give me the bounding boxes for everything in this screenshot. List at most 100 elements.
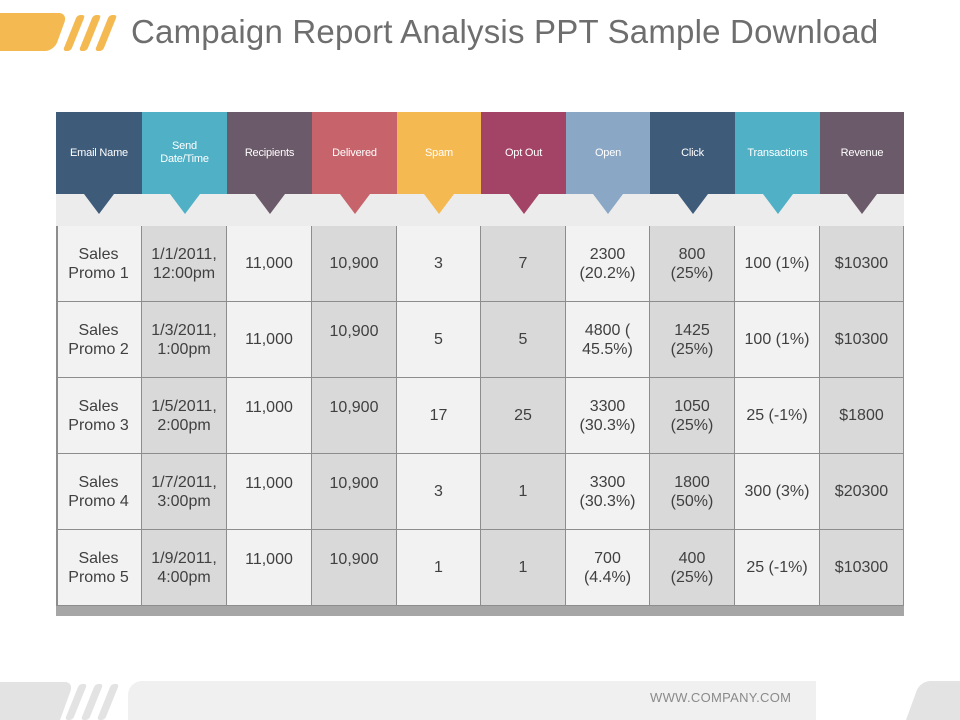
cell-value: 25 (-1%) <box>746 407 808 424</box>
cell-value: 1 <box>518 559 528 576</box>
cell-value: 10,900 <box>329 475 379 492</box>
header-pointer-arrow <box>762 194 793 214</box>
table-left-border <box>56 226 58 606</box>
table-cell-open: 3300 (30.3%) <box>566 454 650 530</box>
table-cell-click: 1050 (25%) <box>650 378 735 454</box>
cell-value: 17 <box>429 407 448 424</box>
table-cell-email-name: Sales Promo 1 <box>56 226 142 302</box>
column-header-click: Click <box>650 112 735 194</box>
cell-value: Sales Promo 3 <box>68 397 129 434</box>
column-header-revenue: Revenue <box>820 112 904 194</box>
column-header-label: Spam <box>425 146 453 159</box>
column-header-label: Open <box>594 146 622 159</box>
header-pointer-arrow <box>593 194 623 214</box>
cell-value: 1/7/2011, 3:00pm <box>151 473 217 510</box>
table-cell-delivered: 10,900 <box>312 454 397 530</box>
campaign-report-table: Email Name Send Date/Time Recipients Delive… <box>56 112 904 616</box>
header-pointer-arrow <box>169 194 200 214</box>
cell-value: 11,000 <box>245 255 293 272</box>
cell-value: 400 (25%) <box>670 549 714 586</box>
table-cell-transactions: 25 (-1%) <box>735 378 820 454</box>
table-cell-revenue: $10300 <box>820 226 904 302</box>
table-cell-open: 700 (4.4%) <box>566 530 650 606</box>
cell-value: $20300 <box>834 483 889 500</box>
column-header-label: Recipients <box>244 146 295 159</box>
header-pointer-arrow <box>508 194 539 214</box>
table-cell-send-date-time: 1/5/2011, 2:00pm <box>142 378 227 454</box>
table-cell-open: 3300 (30.3%) <box>566 378 650 454</box>
column-header-send-date-time: Send Date/Time <box>142 112 227 194</box>
cell-value: 2300 (20.2%) <box>579 245 636 282</box>
footer-band <box>128 681 816 720</box>
cell-value: 25 (-1%) <box>746 559 808 576</box>
cell-value: 7 <box>518 255 528 272</box>
column-header-label: Transactions <box>747 146 808 159</box>
cell-value: 3 <box>434 255 443 272</box>
footer-right-tab <box>906 681 960 720</box>
cell-value: 10,900 <box>329 399 379 416</box>
cell-value: 1 <box>518 483 528 500</box>
cell-value: 1800 (50%) <box>670 473 714 510</box>
table-cell-revenue: $1800 <box>820 378 904 454</box>
cell-value: Sales Promo 4 <box>68 473 129 510</box>
table-cell-spam: 17 <box>397 378 481 454</box>
table-cell-transactions: 100 (1%) <box>735 302 820 378</box>
table-cell-click: 400 (25%) <box>650 530 735 606</box>
cell-value: 3300 (30.3%) <box>579 397 636 434</box>
table-cell-send-date-time: 1/9/2011, 4:00pm <box>142 530 227 606</box>
column-header-label: Opt Out <box>504 146 543 159</box>
column-header-open: Open <box>566 112 650 194</box>
cell-value: 5 <box>434 331 443 348</box>
table-cell-email-name: Sales Promo 5 <box>56 530 142 606</box>
footer-url: WWW.COMPANY.COM <box>650 690 792 705</box>
table-cell-delivered: 10,900 <box>312 378 397 454</box>
cell-value: Sales Promo 1 <box>68 245 129 282</box>
column-header-label: Send Date/Time <box>160 140 209 165</box>
cell-value: 10,900 <box>329 551 379 568</box>
table-cell-delivered: 10,900 <box>312 226 397 302</box>
table-cell-click: 800 (25%) <box>650 226 735 302</box>
cell-value: 11,000 <box>245 475 293 492</box>
cell-value: 1050 (25%) <box>670 397 714 434</box>
table-cell-opt-out: 25 <box>481 378 566 454</box>
column-header-opt-out: Opt Out <box>481 112 566 194</box>
table-cell-revenue: $10300 <box>820 302 904 378</box>
column-header-email-name: Email Name <box>56 112 142 194</box>
table-cell-recipients: 11,000 <box>227 226 312 302</box>
cell-value: 1 <box>434 559 443 576</box>
table-cell-opt-out: 7 <box>481 226 566 302</box>
table-cell-spam: 5 <box>397 302 481 378</box>
column-header-label: Click <box>681 146 704 159</box>
table-cell-spam: 3 <box>397 454 481 530</box>
cell-value: Sales Promo 5 <box>68 549 129 586</box>
table-cell-open: 2300 (20.2%) <box>566 226 650 302</box>
cell-value: 1425 (25%) <box>670 321 714 358</box>
table-cell-open: 4800 ( 45.5%) <box>566 302 650 378</box>
column-header-label: Revenue <box>840 146 884 159</box>
table-cell-revenue: $10300 <box>820 530 904 606</box>
table-cell-send-date-time: 1/3/2011, 1:00pm <box>142 302 227 378</box>
cell-value: 800 (25%) <box>670 245 714 282</box>
cell-value: 700 (4.4%) <box>583 549 632 586</box>
table-cell-delivered: 10,900 <box>312 530 397 606</box>
cell-value: 3300 (30.3%) <box>579 473 636 510</box>
table-cell-opt-out: 1 <box>481 454 566 530</box>
cell-value: $10300 <box>834 559 889 576</box>
table-cell-transactions: 100 (1%) <box>735 226 820 302</box>
column-header-delivered: Delivered <box>312 112 397 194</box>
cell-value: $10300 <box>834 255 889 272</box>
table-cell-click: 1800 (50%) <box>650 454 735 530</box>
cell-value: 3 <box>434 483 443 500</box>
table-cell-transactions: 25 (-1%) <box>735 530 820 606</box>
cell-value: 300 (3%) <box>744 483 810 500</box>
header-pointer-arrow <box>424 194 454 214</box>
table-cell-delivered: 10,900 <box>312 302 397 378</box>
header-pointer-arrow <box>254 194 285 214</box>
table-cell-opt-out: 5 <box>481 302 566 378</box>
column-header-transactions: Transactions <box>735 112 820 194</box>
cell-value: 1/1/2011, 12:00pm <box>151 245 217 282</box>
table-cell-recipients: 11,000 <box>227 378 312 454</box>
cell-value: 1/9/2011, 4:00pm <box>151 549 217 586</box>
page-title: Campaign Report Analysis PPT Sample Down… <box>131 13 879 50</box>
column-header-recipients: Recipients <box>227 112 312 194</box>
